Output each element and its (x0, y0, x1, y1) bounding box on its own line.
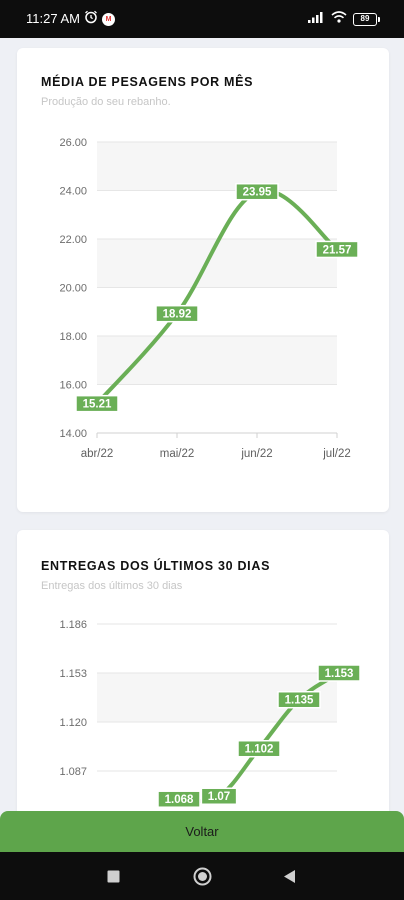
data-label-box (155, 304, 199, 323)
grid-band (97, 336, 337, 385)
chart-title: MÉDIA DE PESAGENS POR MÊS (41, 75, 254, 89)
recent-apps-icon[interactable] (107, 870, 120, 888)
x-tick-label: jul/22 (322, 448, 351, 460)
back-icon[interactable] (283, 869, 296, 889)
grid-band (97, 142, 337, 191)
data-label: 1.07 (208, 791, 230, 803)
data-label-box (317, 664, 361, 682)
line-chart-entregas: 1.087 1.120 1.153 1.186 1.068 1.07 1.102 1.135 1… (59, 619, 361, 808)
data-label-box (200, 787, 238, 805)
series-line (95, 188, 339, 406)
data-label: 21.57 (323, 244, 352, 256)
navigation-bar (0, 852, 404, 900)
line-chart-pesagens: 14.00 16.00 18.00 20.00 22.00 24.00 26.00 abr/2… (59, 137, 359, 460)
data-label-box (277, 690, 321, 709)
y-tick-label: 16.00 (59, 380, 87, 392)
status-time: 11:27 AM (26, 11, 80, 26)
y-tick-label: 18.00 (59, 331, 87, 343)
chart-subtitle: Entregas dos últimos 30 dias (41, 580, 183, 592)
y-tick-label: 1.087 (59, 766, 87, 778)
data-label: 1.153 (325, 668, 354, 680)
y-tick-label: 20.00 (59, 283, 87, 295)
chart-subtitle: Produção do seu rebanho. (41, 96, 171, 108)
notification-badge-text: M (105, 16, 112, 23)
data-label: 1.068 (165, 794, 194, 806)
data-label-box (235, 182, 279, 201)
alarm-clock-icon (84, 10, 98, 29)
status-bar: 11:27 AM M 89 (0, 0, 404, 38)
wifi-icon (331, 10, 347, 28)
battery-level: 89 (360, 14, 370, 23)
x-tick-label: abr/22 (81, 448, 114, 460)
data-label: 18.92 (163, 309, 192, 321)
data-label: 15.21 (83, 399, 112, 411)
app-notification-icon: M (102, 13, 115, 26)
data-label-box (315, 240, 359, 259)
home-icon[interactable] (193, 867, 212, 891)
y-tick-label: 1.120 (59, 717, 87, 729)
x-tick-label: mai/22 (160, 448, 195, 460)
data-label: 1.135 (285, 695, 314, 707)
data-label-box (237, 739, 281, 758)
data-label: 23.95 (243, 187, 272, 199)
back-button[interactable]: Voltar (0, 811, 404, 852)
chart-card-pesagens: MÉDIA DE PESAGENS POR MÊS Produção do se… (17, 48, 389, 512)
x-tick-label: jun/22 (240, 448, 272, 460)
signal-icon (308, 10, 325, 28)
chart-card-entregas: ENTREGAS DOS ÚLTIMOS 30 DIAS Entregas do… (17, 530, 389, 830)
y-tick-label: 1.153 (59, 668, 87, 680)
chart-title: ENTREGAS DOS ÚLTIMOS 30 DIAS (41, 559, 271, 573)
y-tick-label: 1.186 (59, 619, 87, 631)
data-label: 1.102 (245, 744, 274, 756)
data-label-box (157, 790, 201, 808)
battery-icon: 89 (353, 12, 380, 26)
y-tick-label: 22.00 (59, 234, 87, 246)
y-tick-label: 24.00 (59, 186, 87, 198)
y-tick-label: 14.00 (59, 428, 87, 440)
y-tick-label: 26.00 (59, 137, 87, 149)
data-label-box (75, 394, 119, 413)
